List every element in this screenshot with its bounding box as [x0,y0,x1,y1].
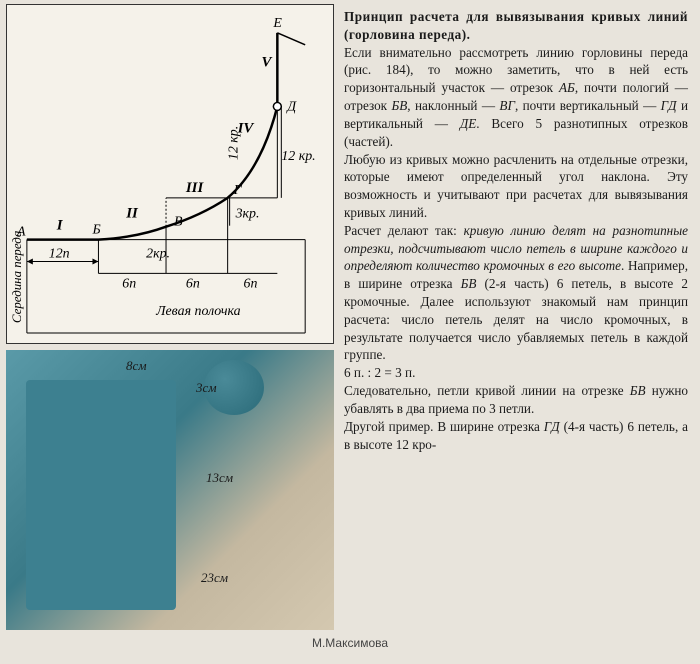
meas-2kr: 2кр. [146,246,170,261]
section-5: V [261,55,272,71]
left-panel-label: Левая полочка [155,304,241,319]
para-4: 6 п. : 2 = 3 п. [344,364,688,382]
meas-3kr: 3кр. [235,207,260,222]
meas-6p-2: 6п [186,276,200,291]
author-credit: М.Максимова [0,636,700,650]
point-v: В [174,215,183,230]
meas-6p-3: 6п [244,276,258,291]
para-5: Следовательно, петли кривой линии на отр… [344,382,688,418]
left-column: А Б В Г Д Е I II III IV V 12п 6п 6п 6п 2… [0,0,340,620]
section-3: III [185,180,205,196]
para-3: Расчет делают так: кривую линию делят на… [344,222,688,365]
page: А Б В Г Д Е I II III IV V 12п 6п 6п 6п 2… [0,0,700,620]
section-2: II [125,206,139,222]
knitting-photo: 8см 3см 13см 23см [6,350,334,630]
section-1: I [56,218,64,234]
para-1: Если внимательно рассмотреть линию горло… [344,44,688,151]
meas-12kr2: 12 кр. [281,149,315,164]
photo-meas-13: 13см [206,470,233,486]
meas-12p: 12п [49,246,70,261]
para-2: Любую из кривых можно расчленить на отде… [344,151,688,222]
heading: Принцип расчета для вывязывания кривых л… [344,8,688,44]
meas-6p-1: 6п [122,276,136,291]
photo-meas-23: 23см [201,570,228,586]
neckline-diagram: А Б В Г Д Е I II III IV V 12п 6п 6п 6п 2… [6,4,334,344]
point-d: Д [285,99,297,114]
point-g: Г [233,183,243,198]
meas-12kr: 12 кр. [227,126,242,160]
text-column: Принцип расчета для вывязывания кривых л… [340,0,700,620]
point-e: Е [272,16,282,31]
para-6: Другой пример. В ширине отрезка ГД (4-я … [344,418,688,454]
point-b: Б [91,223,100,238]
center-front-label: Середина переда [9,231,24,323]
photo-meas-8: 8см [126,358,147,374]
photo-meas-3: 3см [196,380,217,396]
